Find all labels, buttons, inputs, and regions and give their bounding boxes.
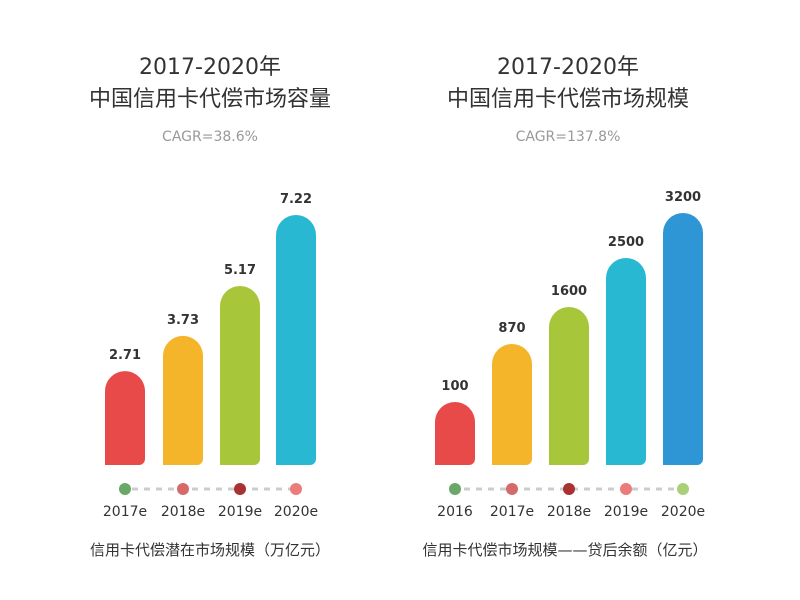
axis-dot [677,483,689,495]
axis-dot [563,483,575,495]
left-chart-title-line2: 中国信用卡代偿市场容量 [89,87,331,112]
left-chart-subtitle: CAGR=38.6% [162,129,258,145]
tick-label: 2020e [274,504,318,520]
bar [606,258,646,465]
bar [163,335,203,465]
bar [220,285,260,465]
data-label: 2.71 [109,348,141,363]
data-label: 7.22 [280,192,312,207]
left-chart-title: 2017-2020年 [139,55,281,80]
bar [105,371,145,465]
right-chart-subtitle: CAGR=137.8% [516,129,621,145]
bar [435,402,475,465]
bar [492,344,532,465]
right-chart-caption: 信用卡代偿市场规模——贷后余额（亿元） [422,541,707,559]
data-label: 5.17 [224,263,256,278]
axis-dot [119,483,131,495]
right-chart-title: 2017-2020年 [497,55,639,80]
bar [276,215,316,465]
tick-label: 2018e [161,504,205,520]
data-label: 3200 [665,190,701,205]
tick-label: 2017e [490,504,534,520]
tick-label: 2019e [604,504,648,520]
tick-label: 2017e [103,504,147,520]
data-label: 3.73 [167,313,199,328]
right-chart: 2017-2020年 中国信用卡代偿市场规模 CAGR=137.8% 100 20… [422,55,707,559]
data-label: 2500 [608,235,644,250]
tick-label: 2019e [218,504,262,520]
tick-label: 2016 [437,504,473,520]
left-chart: 2017-2020年 中国信用卡代偿市场容量 CAGR=38.6% 2.71 20… [89,55,331,559]
bar [663,213,703,465]
data-label: 1600 [551,284,587,299]
axis-dot [506,483,518,495]
data-label: 100 [441,379,468,394]
axis-dot [290,483,302,495]
axis-dot [620,483,632,495]
right-chart-title-line2: 中国信用卡代偿市场规模 [447,87,689,112]
tick-label: 2018e [547,504,591,520]
left-chart-caption: 信用卡代偿潜在市场规模（万亿元） [90,541,330,559]
axis-dot [234,483,246,495]
axis-dot [177,483,189,495]
bar [549,307,589,465]
tick-label: 2020e [661,504,705,520]
axis-dot [449,483,461,495]
data-label: 870 [498,321,525,336]
